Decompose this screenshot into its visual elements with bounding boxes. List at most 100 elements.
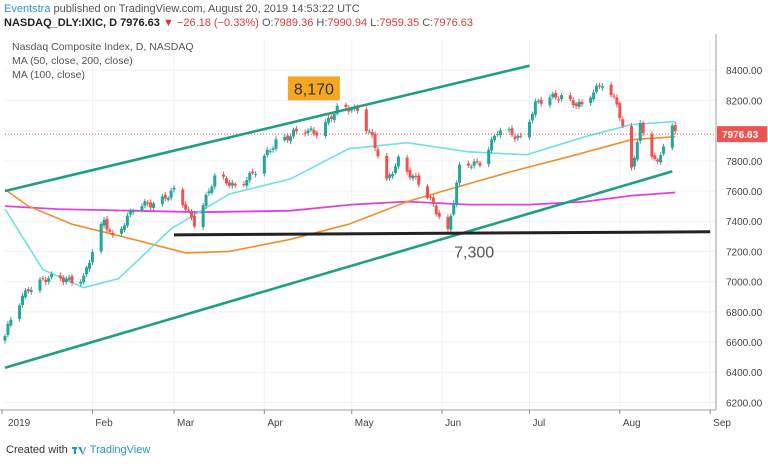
y-tick-label: 6400.00 (726, 368, 763, 379)
candle-body (85, 267, 89, 275)
candle-body (452, 203, 456, 215)
published-text: published on TradingView.com, August 20,… (53, 3, 360, 15)
candle-body (230, 182, 234, 186)
tradingview-brand[interactable]: TradingView (89, 444, 151, 456)
candle-body (111, 232, 115, 236)
x-tick-label: 2019 (8, 418, 31, 429)
y-tick-label: 7800.00 (726, 157, 763, 168)
y-tick-label: 7400.00 (726, 217, 763, 228)
candle-body (172, 187, 176, 190)
candle-body (163, 194, 167, 199)
candle-body (265, 149, 269, 156)
symbol-label: NASDAQ_DLY:IXIC, D (4, 17, 118, 29)
candle-body (41, 278, 45, 280)
candle-body (58, 275, 62, 279)
candle-body (411, 175, 415, 179)
y-tick-label: 8400.00 (726, 66, 763, 77)
candle-body (577, 101, 581, 107)
high-value: 7990.94 (327, 17, 368, 29)
x-tick-label: Feb (95, 418, 113, 429)
x-tick-label: May (355, 418, 374, 429)
candle-body (653, 155, 657, 159)
candle-body (242, 183, 246, 185)
candle-body (90, 252, 94, 263)
candle-body (140, 206, 144, 211)
candle-body (595, 85, 599, 92)
candle-body (128, 210, 132, 215)
candle-body (609, 84, 613, 96)
candle-body (283, 137, 287, 141)
author-link[interactable]: Eventstra (4, 3, 51, 15)
candle-body (574, 103, 578, 106)
candle-body (20, 295, 24, 306)
candle-body (367, 131, 371, 133)
candle-body (414, 175, 418, 177)
candle-body (131, 211, 135, 213)
candle-body (385, 155, 389, 179)
candle-body (262, 155, 266, 174)
candle-body (251, 171, 255, 174)
price-change: −26.18 (−0.33%) (176, 17, 259, 29)
candle-body (315, 132, 319, 136)
last-price: 7976.63 (120, 17, 160, 29)
trendline-upper-channel (4, 64, 530, 193)
price-chart[interactable]: 8,170 7,300 6200.00 6400.00 6600.00 6800.00 7… (0, 34, 768, 440)
candle-body (18, 305, 22, 319)
trendlines (4, 64, 711, 369)
candle-body (493, 135, 497, 141)
candle-body (184, 204, 188, 210)
candles (3, 82, 716, 344)
candle-body (536, 101, 540, 103)
legend-ma-50-200: MA (50, close, 200, close) (12, 55, 133, 67)
candle-body (125, 215, 129, 226)
time-axis[interactable]: 2019 Feb Mar Apr May Jun Jul Aug Sep (0, 409, 731, 429)
candle-body (29, 289, 33, 292)
candle-body (612, 95, 616, 97)
candle-body (207, 191, 211, 194)
candle-body (149, 202, 153, 208)
candle-body (356, 107, 360, 111)
candle-body (408, 170, 412, 178)
candle-body (571, 100, 575, 106)
candle-body (222, 174, 226, 177)
candle-body (146, 202, 150, 204)
candle-body (3, 336, 7, 341)
last-price-tag (717, 126, 767, 143)
candle-body (458, 164, 462, 183)
candle-body (519, 135, 523, 137)
candle-body (478, 162, 482, 166)
candle-body (513, 136, 517, 139)
candle-body (329, 116, 333, 119)
candle-body (560, 95, 564, 100)
candle-body (516, 135, 520, 138)
y-tick-label: 6800.00 (726, 308, 763, 319)
candle-body (530, 114, 534, 121)
candle-body (641, 122, 645, 134)
candle-body (393, 166, 397, 173)
candle-body (466, 163, 470, 166)
price-axis[interactable]: 6200.00 6400.00 6600.00 6800.00 7000.00 7200.… (715, 34, 767, 410)
candle-body (373, 133, 377, 149)
candle-body (102, 219, 106, 226)
candle-body (551, 93, 555, 98)
candle-body (621, 119, 625, 127)
candle-body (210, 186, 214, 193)
candle-body (597, 85, 601, 87)
candle-body (469, 166, 473, 168)
candle-body (47, 278, 51, 282)
candle-body (303, 132, 307, 134)
low-value: 7959.35 (379, 17, 420, 29)
high-key: H: (316, 17, 328, 29)
candle-body (79, 281, 83, 284)
open-value: 7989.36 (273, 17, 314, 29)
candle-body (268, 151, 272, 153)
candle-body (618, 103, 622, 119)
candle-body (405, 157, 409, 172)
candle-body (507, 129, 511, 131)
candle-body (192, 215, 196, 227)
candle-body (82, 275, 86, 283)
candle-body (568, 95, 572, 100)
candle-body (143, 201, 147, 206)
candle-body (638, 123, 642, 142)
candle-body (88, 262, 92, 269)
